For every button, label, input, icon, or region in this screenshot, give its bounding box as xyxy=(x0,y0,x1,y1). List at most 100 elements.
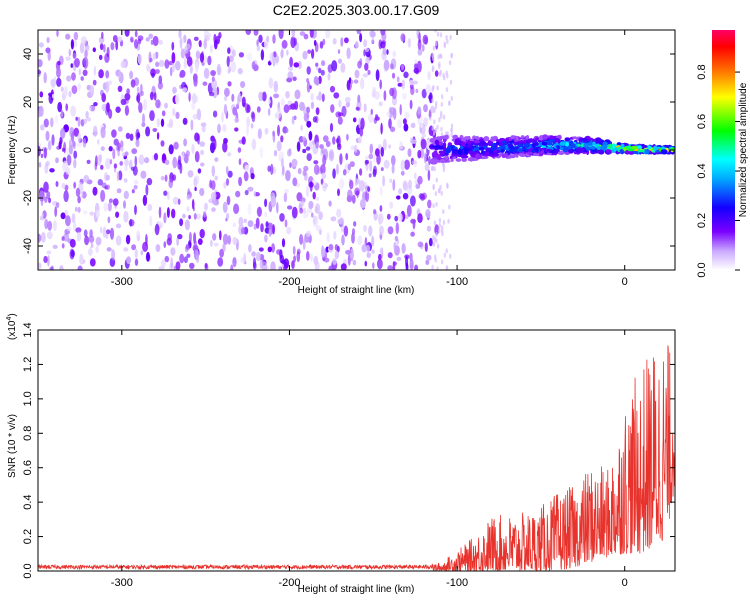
spectrogram-cell xyxy=(290,103,296,110)
spectrogram-cell xyxy=(80,76,84,81)
spectrogram-cell xyxy=(557,151,565,155)
spectrogram-cell xyxy=(417,48,423,56)
spectrogram-cell xyxy=(308,181,314,188)
spectrogram-cell xyxy=(306,81,311,93)
spectrogram-cell xyxy=(224,95,228,102)
spectrogram-cell xyxy=(182,213,186,219)
spectrogram-cell xyxy=(523,143,531,148)
spectrogram-cell xyxy=(52,220,57,232)
spectrogram-cell xyxy=(172,108,176,116)
spectrogram-cell xyxy=(345,96,351,103)
spectrogram-cell xyxy=(432,45,436,51)
spectrogram-cell xyxy=(347,163,351,171)
spectrogram-cell xyxy=(243,218,247,223)
spectrogram-cell xyxy=(168,60,174,66)
spectrogram-cell xyxy=(117,150,120,157)
spectrogram-cell xyxy=(259,146,264,159)
spectrogram-cell xyxy=(118,71,122,78)
spectrogram-x-tick-label: -300 xyxy=(111,276,133,288)
spectrogram-cell xyxy=(372,262,375,269)
spectrogram-cell xyxy=(291,30,296,38)
spectrogram-cell xyxy=(145,126,151,137)
spectrogram-cell xyxy=(310,101,315,110)
spectrogram-cell xyxy=(116,171,120,182)
spectrogram-cell xyxy=(208,91,215,97)
spectrogram-cell xyxy=(357,60,362,69)
spectrogram-cell xyxy=(47,50,51,61)
spectrogram-cell xyxy=(172,196,179,205)
spectrogram-cell xyxy=(115,223,122,229)
spectrogram-cell xyxy=(39,91,44,98)
spectrogram-cell xyxy=(433,166,436,172)
spectrogram-cell xyxy=(226,56,230,68)
spectrogram-cell xyxy=(267,165,271,172)
spectrogram-cell xyxy=(491,137,497,140)
spectrogram-cell xyxy=(102,226,107,238)
spectrogram-cell xyxy=(245,30,252,36)
spectrogram-cell xyxy=(450,123,454,129)
spectrogram-cell xyxy=(310,92,314,101)
spectrogram-cell xyxy=(210,239,213,247)
spectrogram-cell xyxy=(170,247,176,256)
spectrogram-cell xyxy=(268,228,272,237)
spectrogram-cell xyxy=(179,218,184,227)
spectrogram-cell xyxy=(202,81,208,86)
spectrogram-cell xyxy=(461,155,465,159)
spectrogram-cell xyxy=(436,85,439,91)
spectrogram-cell xyxy=(273,80,278,93)
snr-x-tick-label: -100 xyxy=(446,577,468,589)
spectrogram-cell xyxy=(89,229,93,238)
spectrogram-cell xyxy=(232,222,236,228)
spectrogram-cell xyxy=(328,200,332,207)
spectrogram-cell xyxy=(305,185,310,198)
spectrogram-cell xyxy=(448,204,451,210)
spectrogram-cell xyxy=(535,146,539,153)
spectrogram-cell xyxy=(481,156,489,160)
spectrogram-cell xyxy=(315,62,319,67)
spectrogram-cell xyxy=(199,228,205,239)
spectrogram-cell xyxy=(125,132,131,140)
spectrogram-cell xyxy=(247,203,252,216)
spectrogram-cell xyxy=(379,79,383,90)
spectrogram-cell xyxy=(131,148,138,155)
spectrogram-cell xyxy=(349,248,355,260)
spectrogram-cell xyxy=(296,251,301,263)
spectrogram-cell xyxy=(134,248,138,259)
spectrogram-cell xyxy=(582,137,588,142)
spectrogram-cell xyxy=(158,39,163,46)
spectrogram-cell xyxy=(60,127,66,139)
spectrogram-cell xyxy=(364,62,369,71)
snr-y-tick-label: 0.6 xyxy=(22,460,34,475)
spectrogram-cell xyxy=(442,164,446,169)
spectrogram-cell xyxy=(258,247,264,252)
spectrogram-cell xyxy=(403,123,409,132)
spectrogram-cell xyxy=(56,67,61,79)
spectrogram-cell xyxy=(360,198,366,209)
spectrogram-cell xyxy=(344,37,349,44)
spectrogram-cell xyxy=(142,241,149,252)
spectrogram-cell xyxy=(373,151,376,163)
spectrogram-cell xyxy=(277,124,280,137)
spectrogram-cell xyxy=(434,30,437,33)
spectrogram-cell xyxy=(559,141,566,146)
spectrogram-cell xyxy=(437,54,440,60)
spectrogram-cell xyxy=(299,101,305,111)
spectrogram-cell xyxy=(417,175,423,185)
spectrogram-cell xyxy=(287,71,294,80)
spectrogram-cell xyxy=(194,61,199,73)
spectrogram-cell xyxy=(380,146,384,157)
spectrogram-cell xyxy=(551,149,556,154)
spectrogram-cell xyxy=(268,222,272,230)
spectrogram-cell xyxy=(527,138,532,143)
spectrogram-cell xyxy=(394,215,399,222)
spectrogram-cell xyxy=(409,258,414,270)
spectrogram-cell xyxy=(240,81,246,88)
spectrogram-cell xyxy=(280,135,284,143)
spectrogram-cell xyxy=(367,69,371,75)
spectrogram-cell xyxy=(182,117,188,125)
spectrogram-cell xyxy=(596,145,601,150)
spectrogram-cell xyxy=(75,116,78,121)
spectrogram-cell xyxy=(178,30,182,39)
spectrogram-cell xyxy=(153,153,159,161)
spectrogram-cell xyxy=(368,225,373,237)
